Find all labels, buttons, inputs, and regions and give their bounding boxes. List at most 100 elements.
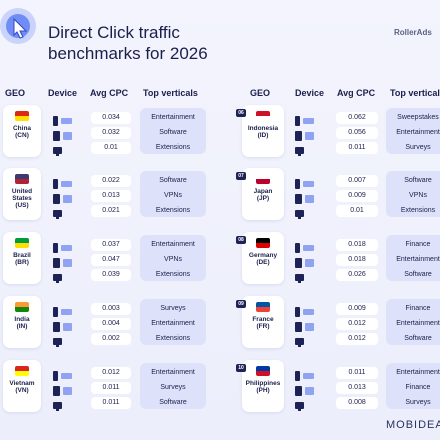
- flag: [256, 302, 270, 312]
- vertical: Surveys: [405, 144, 431, 151]
- verticals-box: [140, 108, 206, 154]
- avg-cpc: 0.01: [91, 142, 131, 154]
- device-icon: [294, 176, 316, 189]
- vertical: Extensions: [155, 335, 191, 342]
- country-code: (FR): [256, 323, 270, 330]
- rank-badge: 09: [236, 300, 246, 308]
- country-name: Germany: [248, 252, 278, 259]
- avg-cpc: 0.009: [336, 303, 378, 315]
- vertical: Surveys: [160, 305, 186, 312]
- device-icon: [52, 383, 74, 396]
- geo-card: China (CN): [3, 105, 41, 157]
- flag: [15, 366, 29, 376]
- country-name: France: [252, 316, 274, 323]
- country-code: (US): [15, 202, 29, 209]
- vertical: Software: [404, 335, 432, 342]
- vertical: Extensions: [155, 271, 191, 278]
- geo-card: Philippines (PH): [242, 360, 284, 412]
- column-header: GEO: [250, 88, 271, 98]
- device-icon: [294, 255, 316, 268]
- device-icon: [294, 334, 316, 347]
- country-code: (BR): [15, 259, 29, 266]
- avg-cpc: 0.003: [91, 303, 131, 315]
- geo-card: Indonesia (ID): [242, 105, 284, 157]
- vertical: Entertainment: [151, 114, 195, 121]
- avg-cpc: 0.032: [91, 127, 131, 139]
- avg-cpc: 0.062: [336, 112, 378, 124]
- avg-cpc: 0.037: [91, 239, 131, 251]
- country-name: Philippines: [245, 380, 281, 387]
- device-icon: [52, 113, 74, 126]
- country-name: Japan: [253, 188, 273, 195]
- flag: [256, 174, 270, 184]
- rank-badge: 08: [236, 236, 246, 244]
- country-name: China: [12, 125, 32, 132]
- vertical: Software: [404, 177, 432, 184]
- flag: [256, 238, 270, 248]
- verticals-box: [386, 108, 440, 154]
- verticals-box: [140, 299, 206, 345]
- vertical: Sweepstakes: [397, 114, 439, 121]
- country-code: (IN): [16, 323, 28, 330]
- vertical: Finance: [405, 241, 431, 248]
- avg-cpc: 0.012: [336, 333, 378, 345]
- vertical: Software: [159, 129, 187, 136]
- device-icon: [52, 191, 74, 204]
- column-header: GEO: [5, 88, 26, 98]
- verticals-box: [140, 171, 206, 217]
- device-icon: [52, 240, 74, 253]
- vertical: Extensions: [155, 144, 191, 151]
- device-icon: [52, 270, 74, 283]
- verticals-box: [386, 299, 440, 345]
- device-icon: [294, 113, 316, 126]
- avg-cpc: 0.011: [336, 142, 378, 154]
- country-name: Indonesia: [247, 125, 279, 132]
- device-icon: [294, 270, 316, 283]
- avg-cpc: 0.011: [336, 367, 378, 379]
- country-name: India: [14, 316, 30, 323]
- country-name: Brazil: [13, 252, 31, 259]
- country-code: (PH): [256, 387, 270, 394]
- avg-cpc: 0.011: [91, 382, 131, 394]
- vertical: VPNs: [164, 256, 182, 263]
- verticals-box: [140, 235, 206, 281]
- avg-cpc: 0.007: [336, 175, 378, 187]
- logo-icon: [0, 8, 36, 44]
- rank-badge: 06: [236, 109, 246, 117]
- avg-cpc: 0.018: [336, 254, 378, 266]
- vertical: Finance: [405, 305, 431, 312]
- avg-cpc: 0.047: [91, 254, 131, 266]
- vertical: Extensions: [400, 207, 436, 214]
- device-icon: [294, 191, 316, 204]
- device-icon: [52, 368, 74, 381]
- avg-cpc: 0.018: [336, 239, 378, 251]
- geo-card: Vietnam (VN): [3, 360, 41, 412]
- vertical: Software: [159, 177, 187, 184]
- geo-card: Brazil (BR): [3, 232, 41, 284]
- flag: [15, 174, 29, 184]
- device-icon: [52, 255, 74, 268]
- device-icon: [294, 143, 316, 156]
- avg-cpc: 0.013: [336, 382, 378, 394]
- device-icon: [52, 304, 74, 317]
- vertical: Surveys: [405, 399, 431, 406]
- device-icon: [294, 383, 316, 396]
- flag: [256, 366, 270, 376]
- rank-badge: 10: [236, 364, 246, 372]
- vertical: Finance: [405, 384, 431, 391]
- avg-cpc: 0.012: [336, 318, 378, 330]
- column-header: Top verticals: [143, 88, 198, 98]
- device-icon: [294, 398, 316, 411]
- device-icon: [294, 240, 316, 253]
- geo-card: United States (US): [3, 168, 41, 220]
- vertical: Entertainment: [396, 129, 440, 136]
- vertical: Entertainment: [396, 320, 440, 327]
- vertical: Entertainment: [396, 369, 440, 376]
- avg-cpc: 0.026: [336, 269, 378, 281]
- device-icon: [294, 206, 316, 219]
- country-code: (DE): [256, 259, 270, 266]
- column-header: Avg CPC: [90, 88, 129, 98]
- device-icon: [52, 128, 74, 141]
- brand: RollerAds: [394, 28, 432, 37]
